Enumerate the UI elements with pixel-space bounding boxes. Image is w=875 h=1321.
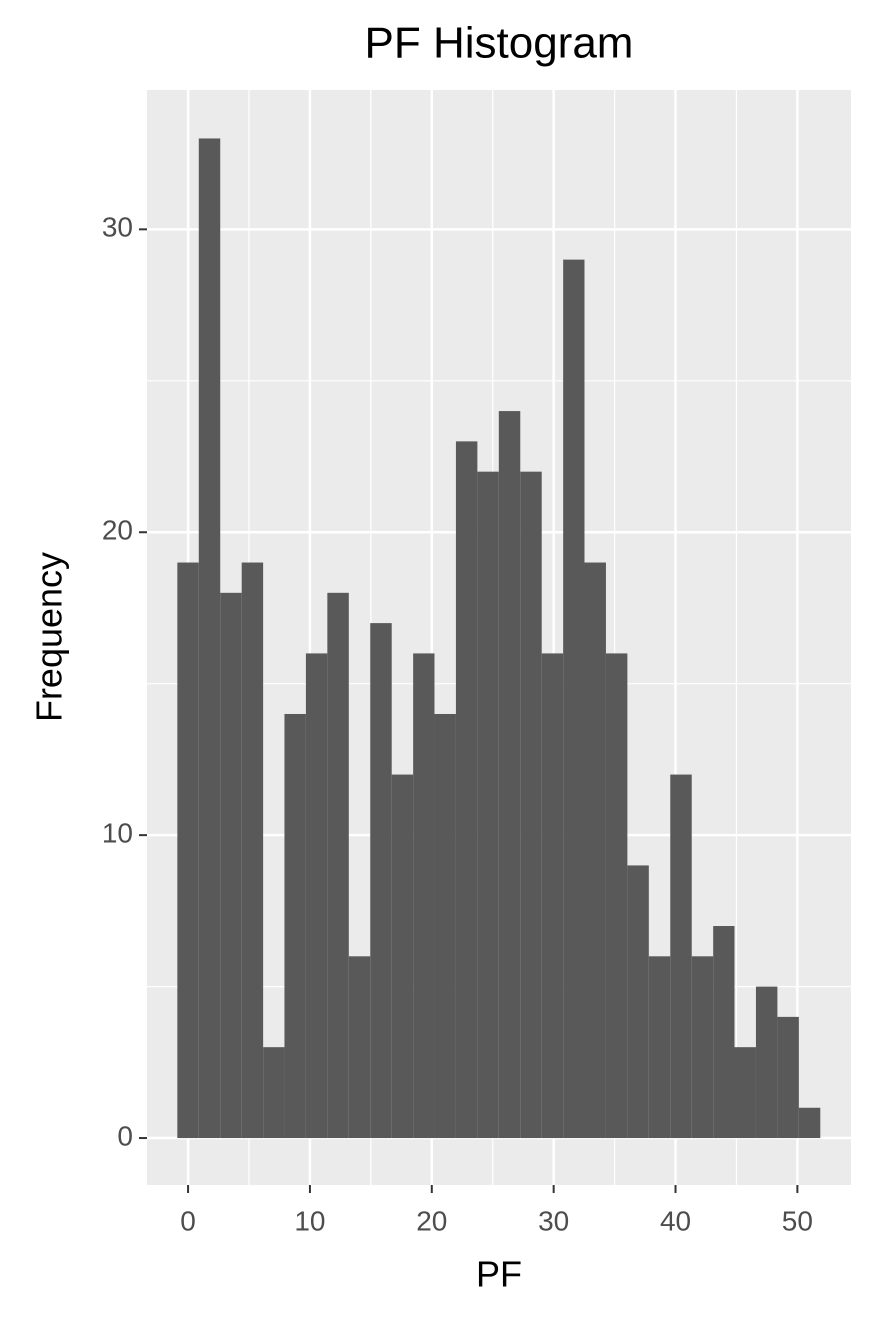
bar — [691, 956, 714, 1139]
bar — [177, 562, 199, 1139]
bar — [563, 259, 585, 1139]
x-tick-label: 20 — [416, 1205, 447, 1236]
bar — [584, 562, 606, 1139]
bar — [391, 774, 414, 1139]
bar — [627, 865, 649, 1139]
bar — [498, 411, 521, 1139]
bar — [713, 926, 735, 1139]
bar — [477, 471, 499, 1139]
bar — [370, 623, 392, 1139]
x-tick-label: 0 — [180, 1205, 196, 1236]
bar — [348, 956, 371, 1139]
chart-title: PF Histogram — [365, 19, 634, 68]
y-tick-label: 20 — [102, 515, 133, 546]
bar — [434, 713, 456, 1139]
y-tick-label: 0 — [117, 1120, 133, 1151]
bar — [755, 986, 778, 1139]
x-tick-label: 30 — [538, 1205, 569, 1236]
bar — [520, 471, 542, 1139]
bar — [220, 592, 242, 1139]
bar — [413, 653, 435, 1139]
bar — [263, 1047, 285, 1139]
x-tick-label: 50 — [782, 1205, 813, 1236]
bar — [777, 1016, 799, 1139]
x-axis-label: PF — [476, 1254, 522, 1295]
x-tick-label: 40 — [660, 1205, 691, 1236]
y-tick-label: 30 — [102, 212, 133, 243]
y-axis-label: Frequency — [29, 552, 70, 722]
bar — [305, 653, 328, 1139]
x-tick-label: 10 — [294, 1205, 325, 1236]
bar — [648, 956, 671, 1139]
bar — [284, 713, 306, 1139]
bar — [241, 562, 264, 1139]
y-tick-label: 10 — [102, 818, 133, 849]
bar — [541, 653, 564, 1139]
bar — [734, 1047, 756, 1139]
bar — [670, 774, 692, 1139]
bar — [605, 653, 628, 1139]
bar — [798, 1107, 821, 1139]
bar — [327, 592, 349, 1139]
bar — [198, 138, 221, 1139]
bar — [455, 441, 478, 1139]
